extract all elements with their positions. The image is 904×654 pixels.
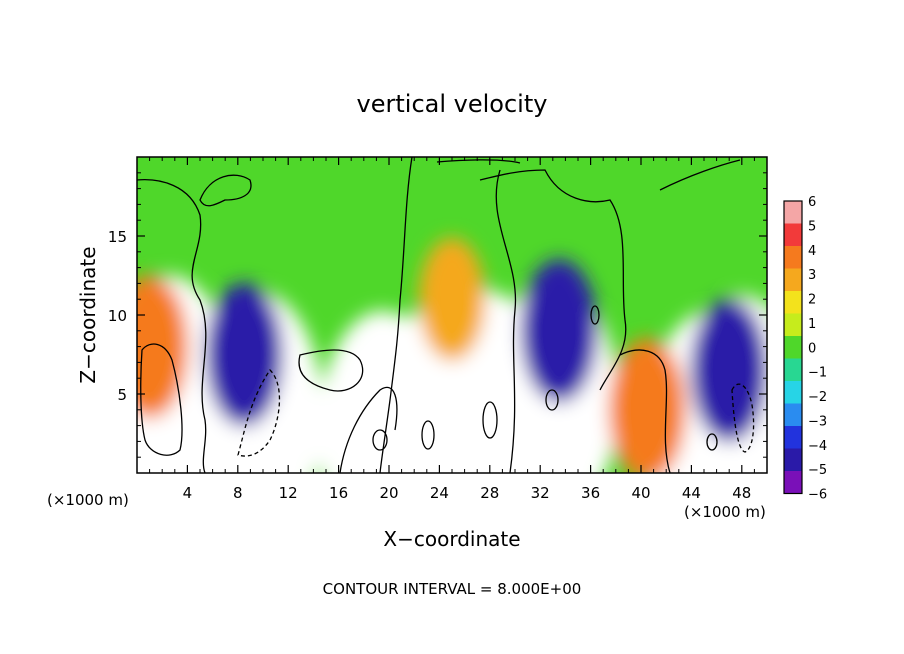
x-axis-label: X−coordinate: [383, 527, 520, 551]
field-blob: [520, 259, 598, 403]
colorbar: 6 5 4 3 2 1 0 −1 −2 −3 −4 −5 −6: [783, 195, 827, 503]
y-tick-label: 15: [108, 228, 127, 246]
y-axis: 5 10 15: [108, 172, 767, 458]
y-tick-label: 10: [108, 307, 127, 325]
colorbar-tick-label: −1: [808, 366, 827, 381]
colorbar-segment: [784, 426, 802, 449]
contour-line: [436, 159, 521, 164]
colorbar-segment: [784, 358, 802, 381]
contour-lines: [137, 157, 755, 473]
contour-line: [237, 368, 281, 457]
field-blob: [418, 237, 486, 361]
colorbar-segment: [784, 403, 802, 426]
field-blob: [608, 338, 686, 473]
x-axis-unit-right: (×1000 m): [684, 503, 766, 521]
y-tick-label: 5: [117, 386, 127, 404]
colorbar-tick-label: −2: [808, 390, 827, 405]
colorbar-segment: [784, 268, 802, 291]
contour-interval-note: CONTOUR INTERVAL = 8.000E+00: [323, 580, 582, 598]
colorbar-tick-label: 1: [808, 317, 816, 332]
x-tick-label: 36: [581, 484, 600, 502]
contour-line: [421, 420, 435, 450]
colorbar-tick-label: −5: [808, 463, 827, 478]
colorbar-tick-label: 3: [808, 268, 816, 283]
x-tick-label: 4: [183, 484, 193, 502]
contour-line: [706, 433, 718, 451]
colorbar-frame: [783, 200, 803, 495]
colorbar-segment: [784, 381, 802, 404]
colorbar-segment: [784, 448, 802, 471]
x-tick-label: 24: [430, 484, 449, 502]
field-blob: [205, 282, 283, 427]
contour-line: [659, 159, 741, 191]
colorbar-tick-label: 2: [808, 293, 816, 308]
contour-line: [140, 343, 183, 456]
contour-line: [137, 179, 207, 473]
x-tick-label: 8: [233, 484, 243, 502]
chart-title: vertical velocity: [357, 90, 548, 118]
plot-area: [137, 157, 767, 473]
colorbar-tick-label: 0: [808, 341, 816, 356]
colorbar-tick-label: 5: [808, 219, 816, 234]
contour-line: [731, 383, 755, 453]
y-axis-label: Z−coordinate: [76, 246, 100, 383]
contour-line: [479, 169, 627, 391]
x-tick-label: 12: [279, 484, 298, 502]
contour-line: [619, 349, 671, 473]
colorbar-segment: [784, 246, 802, 269]
colorbar-segment: [784, 201, 802, 224]
contour-line: [495, 169, 517, 473]
colorbar-segment: [784, 313, 802, 336]
colorbar-tick-label: 4: [808, 244, 816, 259]
colorbar-tick-label: 6: [808, 195, 816, 210]
contour-line: [199, 174, 252, 207]
colorbar-segment: [784, 291, 802, 314]
colorbar-segment: [784, 471, 802, 494]
x-tick-label: 32: [531, 484, 550, 502]
contour-line: [482, 401, 498, 439]
field-blob: [690, 298, 767, 442]
x-tick-label: 28: [480, 484, 499, 502]
colorbar-tick-label: −6: [808, 488, 827, 503]
contour-line: [339, 386, 398, 473]
colorbar-segment: [784, 223, 802, 246]
x-tick-label: 20: [379, 484, 398, 502]
colorbar-tick-label: −4: [808, 439, 827, 454]
x-tick-label: 40: [631, 484, 650, 502]
x-tick-label: 48: [732, 484, 751, 502]
x-tick-label: 16: [329, 484, 348, 502]
contour-line: [372, 429, 388, 451]
x-axis: 4 8 12 16 20 24 28 32 36 40 44 48: [149, 157, 755, 502]
colorbar-segment: [784, 336, 802, 359]
contour-line: [545, 389, 559, 411]
x-axis-unit-left: (×1000 m): [47, 491, 129, 509]
x-tick-label: 44: [682, 484, 701, 502]
colorbar-tick-label: −3: [808, 414, 827, 429]
contour-line: [590, 305, 600, 325]
contour-line: [298, 349, 364, 392]
